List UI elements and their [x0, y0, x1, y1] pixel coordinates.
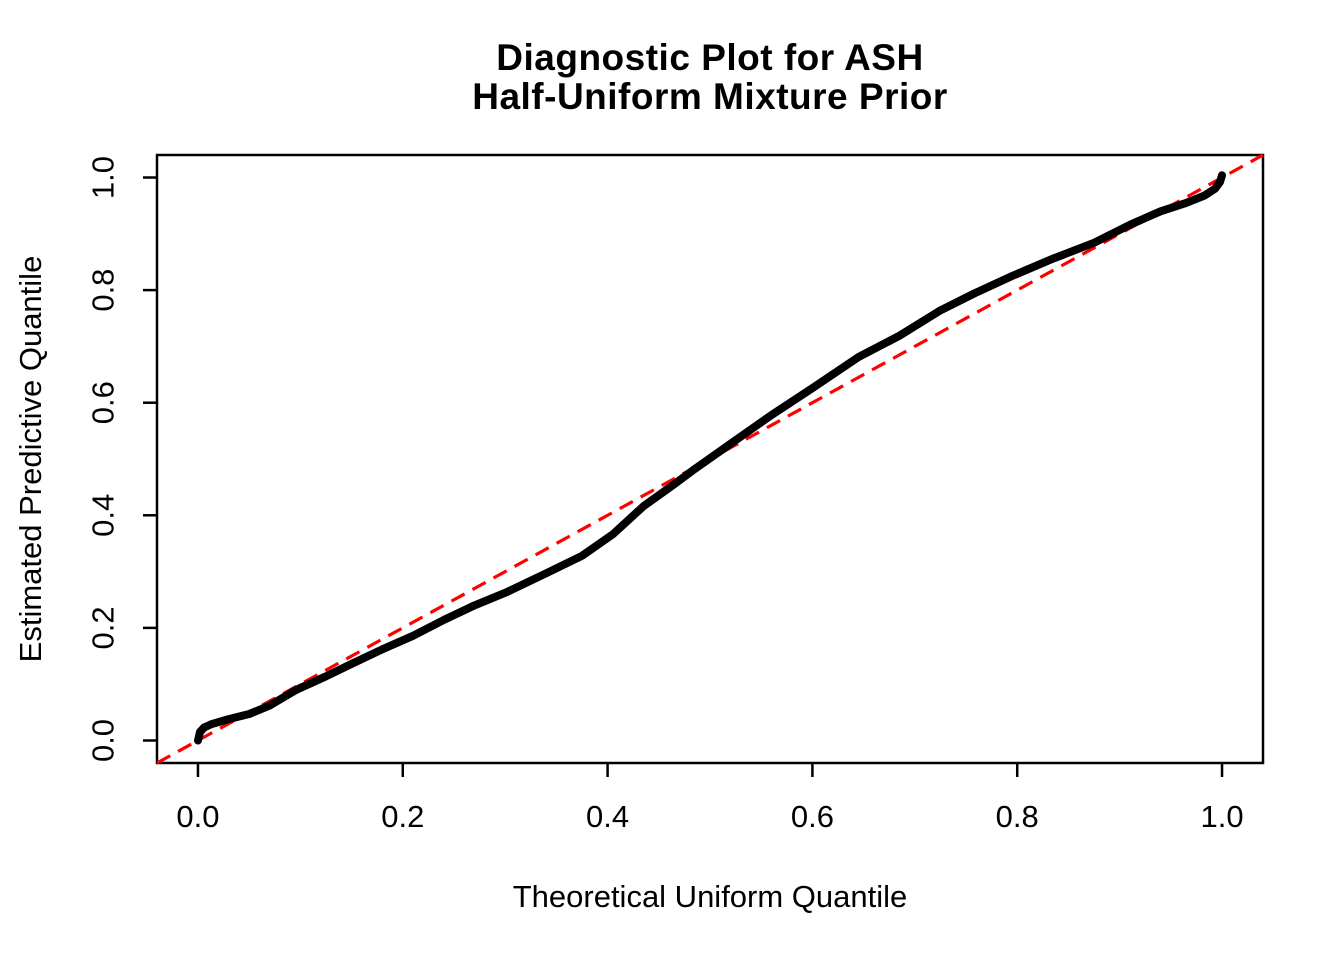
x-axis-tick-label: 0.8 — [996, 799, 1039, 834]
y-axis-tick-label: 1.0 — [86, 156, 121, 199]
y-axis-title: Estimated Predictive Quantile — [13, 255, 48, 663]
estimated-vs-theoretical-quantile-curve — [194, 171, 1226, 745]
x-axis-tick-label: 0.6 — [791, 799, 834, 834]
y-axis-tick-label: 0.4 — [86, 494, 121, 537]
chart-title: Diagnostic Plot for ASH Half-Uniform Mix… — [157, 38, 1263, 116]
x-axis-tick-label: 1.0 — [1200, 799, 1243, 834]
x-axis-tick-label: 0.4 — [586, 799, 629, 834]
x-axis-tick-label: 0.2 — [381, 799, 424, 834]
y-axis-tick-label: 0.8 — [86, 269, 121, 312]
y-axis-tick-label: 0.2 — [86, 606, 121, 649]
chart-title-line1: Diagnostic Plot for ASH — [496, 37, 924, 78]
x-axis-title: Theoretical Uniform Quantile — [512, 879, 908, 914]
x-axis-tick-label: 0.0 — [176, 799, 219, 834]
plot-frame — [155, 153, 1265, 765]
y-axis-tick-label: 0.6 — [86, 381, 121, 424]
y-axis-tick-label: 0.0 — [86, 719, 121, 762]
chart-title-line2: Half-Uniform Mixture Prior — [472, 76, 948, 117]
